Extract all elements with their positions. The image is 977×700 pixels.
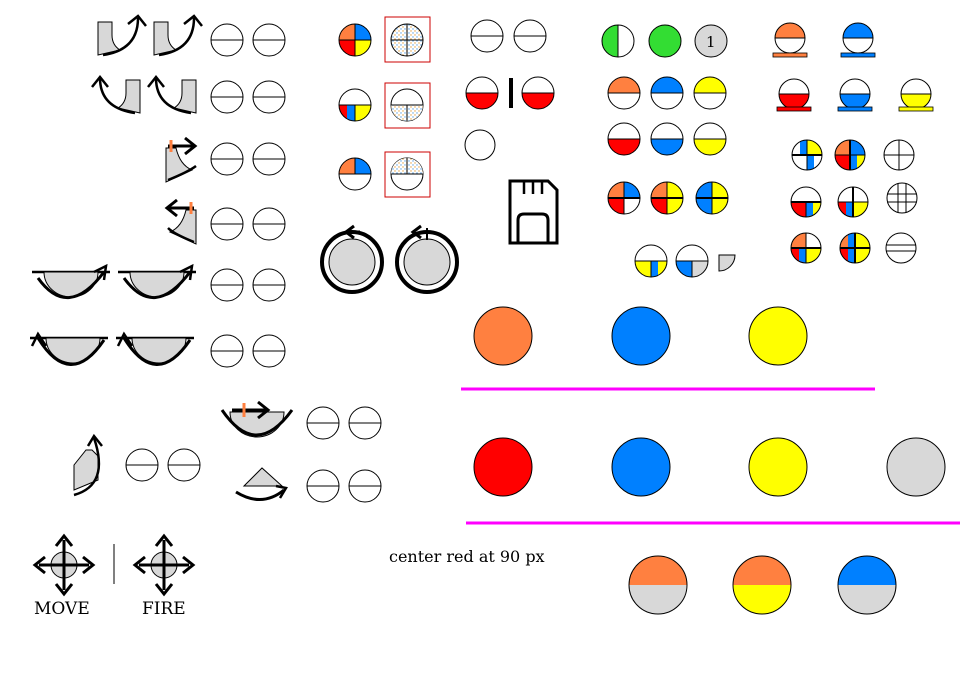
quarter-color-icon[interactable] <box>338 23 372 57</box>
yellow-swatch[interactable] <box>748 306 808 366</box>
split-circle-icon <box>210 207 286 241</box>
empty-circle-icon[interactable] <box>464 129 496 161</box>
pattern-circle-icon[interactable] <box>384 151 431 198</box>
split-circle-icon <box>306 406 382 440</box>
quarter-color-icon[interactable] <box>839 232 871 264</box>
bowl-arc-icon[interactable] <box>30 331 108 366</box>
grid-circle-icon[interactable] <box>886 182 918 214</box>
shift-right-icon[interactable] <box>165 136 198 183</box>
blue-top-circle-icon[interactable] <box>650 76 684 110</box>
fire-arrows-icon[interactable] <box>132 533 196 597</box>
bowl-arc-icon[interactable] <box>118 263 196 299</box>
quarter-color-icon[interactable] <box>338 88 372 122</box>
blue-gray-swatch[interactable] <box>837 555 897 615</box>
badge-number: 1 <box>706 33 716 51</box>
yellow-top-circle-icon[interactable] <box>693 76 727 110</box>
quarter-color-icon[interactable] <box>675 244 709 278</box>
quarter-color-icon[interactable] <box>790 186 822 218</box>
quarter-color-icon[interactable] <box>837 186 869 218</box>
split-circle-icon <box>210 23 286 57</box>
split-circle-icon <box>210 80 286 114</box>
red-bottom-circle-icon[interactable] <box>607 122 641 156</box>
number-badge[interactable]: 1 <box>694 24 728 58</box>
orange-swatch[interactable] <box>473 306 533 366</box>
yellow-base-icon[interactable] <box>898 78 934 112</box>
split-circle-icon <box>210 268 286 302</box>
crosshair-circle-icon[interactable] <box>883 139 915 171</box>
split-circle-icon <box>306 469 382 503</box>
quarter-color-icon[interactable] <box>790 232 822 264</box>
split-circle-icon <box>125 448 201 482</box>
red-swatch[interactable] <box>473 437 533 497</box>
yellow-bottom-circle-icon[interactable] <box>693 122 727 156</box>
red-half-circle-icon[interactable] <box>465 76 499 110</box>
quarter-color-icon[interactable] <box>607 181 641 215</box>
gray-quarter-icon[interactable] <box>718 254 736 272</box>
dial-icon[interactable] <box>395 224 459 294</box>
flip-corner-icon[interactable] <box>73 433 103 497</box>
pattern-circle-icon[interactable] <box>384 82 431 129</box>
split-circle-icon <box>210 142 286 176</box>
shift-left-icon[interactable] <box>164 198 197 245</box>
dial-icon[interactable] <box>320 224 384 294</box>
shift-bowl-icon[interactable] <box>220 400 294 438</box>
blue-swatch[interactable] <box>611 306 671 366</box>
bowl-arc-icon[interactable] <box>116 331 194 366</box>
gray-swatch[interactable] <box>886 437 946 497</box>
red-base-icon[interactable] <box>776 78 812 112</box>
split-circle-icon <box>210 334 286 368</box>
red-half-circle-icon[interactable] <box>521 76 555 110</box>
double-split-circle-icon[interactable] <box>885 232 917 264</box>
quarter-color-icon[interactable] <box>650 181 684 215</box>
quarter-color-icon[interactable] <box>338 157 372 191</box>
quarter-color-icon[interactable] <box>834 139 866 171</box>
green-half-circle-icon[interactable] <box>601 24 635 58</box>
blue-base-icon[interactable] <box>840 22 876 58</box>
rotate-counterclockwise-icon[interactable] <box>91 74 141 115</box>
move-arrows-icon[interactable] <box>32 533 96 597</box>
blue-bottom-circle-icon[interactable] <box>650 122 684 156</box>
blue-base-icon[interactable] <box>837 78 873 112</box>
move-label: MOVE <box>34 599 90 619</box>
orange-gray-swatch[interactable] <box>628 555 688 615</box>
orange-top-circle-icon[interactable] <box>607 76 641 110</box>
sd-card-icon[interactable] <box>508 179 559 245</box>
bowl-arc-icon[interactable] <box>32 263 110 299</box>
blue-swatch[interactable] <box>611 437 671 497</box>
yellow-swatch[interactable] <box>748 437 808 497</box>
quarter-color-icon[interactable] <box>695 181 729 215</box>
quarter-color-icon[interactable] <box>634 244 668 278</box>
fire-label: FIRE <box>142 599 186 619</box>
rotate-counterclockwise-icon[interactable] <box>147 74 197 115</box>
green-circle-icon[interactable] <box>648 24 682 58</box>
pattern-circle-icon[interactable] <box>384 16 431 63</box>
rotate-clockwise-icon[interactable] <box>97 14 147 57</box>
quarter-color-icon[interactable] <box>791 139 823 171</box>
orange-base-icon[interactable] <box>772 22 808 58</box>
orange-yellow-swatch[interactable] <box>732 555 792 615</box>
wedge-rotate-icon[interactable] <box>235 467 288 501</box>
split-circle-icon <box>470 19 547 53</box>
rotate-clockwise-icon[interactable] <box>153 14 203 57</box>
center-note: center red at 90 px <box>389 547 545 566</box>
